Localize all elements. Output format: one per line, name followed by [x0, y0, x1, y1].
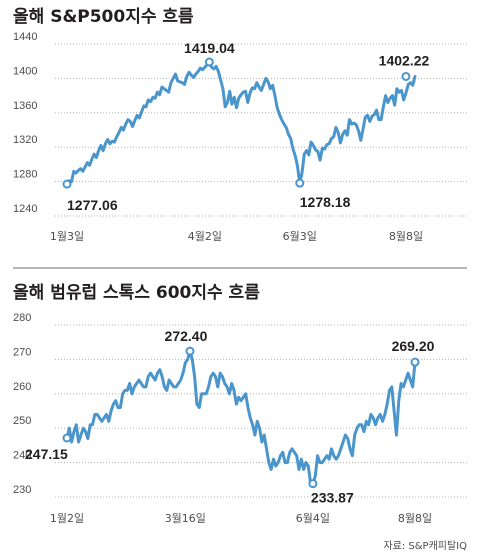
x-tick-label: 8월8일	[389, 229, 423, 243]
stoxx600-chart: 올해 범유럽 스톡스 600지수 흐름 280 270 260 250 240 230 1…	[13, 283, 467, 525]
extreme-value-label: 247.15	[25, 446, 68, 462]
y-tick-label: 250	[13, 415, 31, 427]
extreme-point-marker	[410, 357, 420, 367]
extreme-value-label: 272.40	[165, 328, 208, 344]
y-tick-label: 1320	[13, 134, 37, 146]
extreme-point-marker	[62, 433, 72, 443]
y-tick-label: 270	[13, 346, 31, 358]
x-tick-label: 3월16일	[165, 511, 206, 525]
x-tick-label: 6월4일	[296, 511, 330, 525]
extreme-point-marker	[401, 71, 411, 81]
x-tick-label: 1월2일	[50, 511, 84, 525]
y-tick-label: 1280	[13, 169, 37, 181]
y-tick-label: 280	[13, 312, 31, 324]
extreme-value-label: 1402.22	[379, 52, 430, 68]
extreme-value-label: 1278.18	[300, 194, 351, 210]
extreme-point-marker	[62, 179, 72, 189]
chart-title-sp500: 올해 S&P500지수 흐름	[13, 7, 194, 27]
extreme-point-marker	[204, 57, 214, 67]
extreme-point-marker	[308, 479, 318, 489]
y-tick-label: 1400	[13, 65, 37, 77]
y-tick-label: 1440	[13, 31, 37, 43]
extreme-value-label: 233.87	[311, 490, 354, 506]
extreme-value-label: 1419.04	[184, 40, 235, 56]
sp500-chart: 올해 S&P500지수 흐름 144014001360132012801240 …	[13, 7, 467, 243]
y-tick-label: 260	[13, 381, 31, 393]
x-tick-label: 1월3일	[50, 229, 84, 243]
chart-title-stoxx600: 올해 범유럽 스톡스 600지수 흐름	[13, 283, 260, 303]
y-tick-label: 230	[13, 484, 31, 496]
extreme-point-marker	[185, 346, 195, 356]
extreme-point-marker	[295, 178, 305, 188]
x-tick-label: 8월8일	[398, 511, 432, 525]
sp500-series-line	[65, 60, 417, 186]
x-tick-label: 4월2일	[188, 229, 222, 243]
y-tick-label: 1240	[13, 203, 37, 215]
stoxx600-series-line	[65, 349, 417, 486]
extreme-value-label: 1277.06	[67, 197, 118, 213]
y-tick-label: 1360	[13, 100, 37, 112]
extreme-value-label: 269.20	[392, 338, 435, 354]
source-note: 자료: S&P캐피탈IQ	[383, 539, 467, 552]
x-tick-label: 6월3일	[283, 229, 317, 243]
y-tick-label: 240	[13, 450, 31, 462]
